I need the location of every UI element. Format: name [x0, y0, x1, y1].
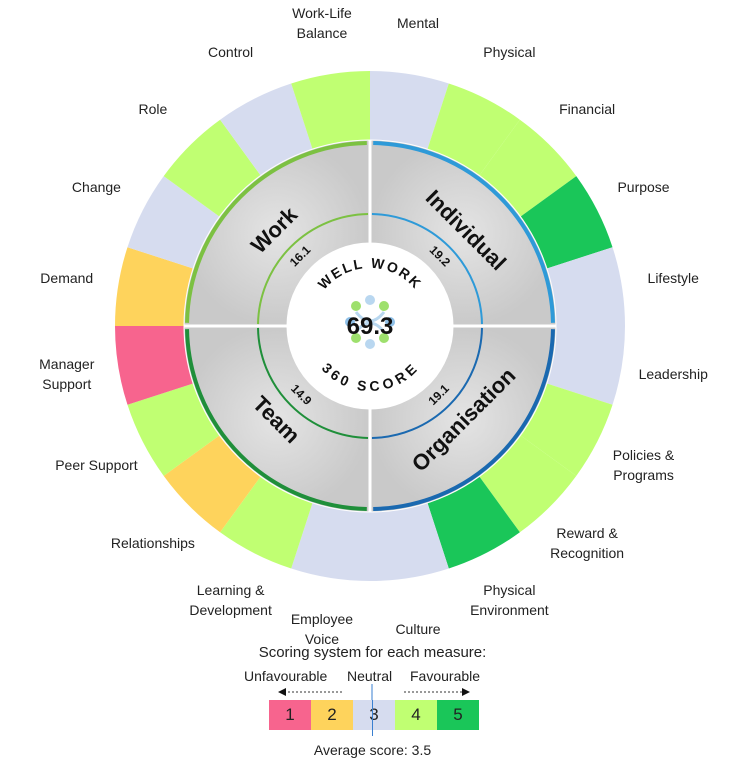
- domain-score-ring: [371, 213, 483, 325]
- segment-culture: [370, 502, 449, 581]
- segment-physical: [427, 83, 520, 176]
- domain-ring-work: [185, 141, 367, 323]
- segment-employee-voice: [291, 502, 370, 581]
- segment-label: Mental: [397, 14, 440, 31]
- average-value: 3.5: [411, 742, 432, 758]
- segment-label: Employee Voice: [290, 611, 354, 648]
- domain-score-ring: [257, 327, 369, 439]
- segment-peer-support: [127, 383, 220, 476]
- legend-box-2: 2: [311, 700, 353, 730]
- segment-label: Purpose: [617, 178, 670, 195]
- segment-change: [127, 176, 220, 269]
- legend-box-1: 1: [269, 700, 311, 730]
- segment-policies-programs: [520, 383, 613, 476]
- segment-label: Demand: [40, 269, 94, 286]
- segment-label: Reward & Recognition: [550, 525, 625, 562]
- legend-box-3: 3: [353, 700, 395, 730]
- segment-financial: [479, 119, 577, 217]
- center-disc: [287, 243, 453, 409]
- legend-arrows: [278, 684, 470, 700]
- segment-control: [220, 83, 313, 176]
- segment-role: [163, 119, 261, 217]
- domain-score-ring: [371, 327, 483, 439]
- center-score: 69.3: [347, 313, 394, 340]
- neutral-marker: [372, 700, 373, 736]
- average-score: Average score: 3.5: [0, 742, 745, 758]
- average-label: Average score:: [313, 742, 408, 758]
- arrow-left-icon: [278, 688, 286, 696]
- domain-ring-organisation: [373, 329, 555, 511]
- segment-label: Change: [71, 178, 121, 195]
- legend-unfavourable: Unfavourable: [244, 668, 328, 684]
- wellbeing-wheel-chart: Individual19.2Organisation19.1Team14.9Wo…: [115, 71, 625, 581]
- segment-label: Work-Life Balance: [292, 4, 352, 41]
- segment-label: Control: [208, 44, 254, 61]
- segment-label: Physical: [483, 44, 536, 61]
- legend-favourable: Favourable: [410, 668, 481, 684]
- logo-icon: [345, 295, 395, 349]
- segment-lifestyle: [546, 247, 625, 326]
- segment-label: Learning & Development: [189, 581, 272, 618]
- segment-label: Role: [138, 100, 168, 117]
- segment-leadership: [546, 326, 625, 405]
- segment-work-life-balance: [291, 71, 370, 150]
- domain-ring-individual: [373, 141, 555, 323]
- segment-label: Financial: [559, 100, 616, 117]
- segment-label: Leadership: [638, 366, 708, 383]
- segment-purpose: [520, 176, 613, 269]
- domain-ring-team: [185, 329, 367, 511]
- domain-score-ring: [257, 213, 369, 325]
- segment-reward-recognition: [479, 435, 577, 533]
- legend-title: Scoring system for each measure:: [258, 644, 487, 661]
- segment-physical-environment: [427, 476, 520, 569]
- segment-demand: [115, 247, 194, 326]
- legend-neutral: Neutral: [347, 668, 393, 684]
- segment-label: Physical Environment: [470, 581, 549, 618]
- segment-label: Policies & Programs: [612, 447, 675, 484]
- segment-relationships: [163, 435, 261, 533]
- segment-label: Manager Support: [39, 356, 95, 393]
- segment-manager-support: [115, 326, 194, 405]
- segment-mental: [370, 71, 449, 150]
- segment-label: Peer Support: [55, 457, 138, 474]
- segment-label: Culture: [395, 621, 441, 638]
- legend-box-5: 5: [437, 700, 479, 730]
- segment-label: Lifestyle: [647, 269, 699, 286]
- arrow-right-icon: [462, 688, 470, 696]
- segment-label: Relationships: [110, 535, 195, 552]
- segment-learning-development: [220, 476, 313, 569]
- legend-box-4: 4: [395, 700, 437, 730]
